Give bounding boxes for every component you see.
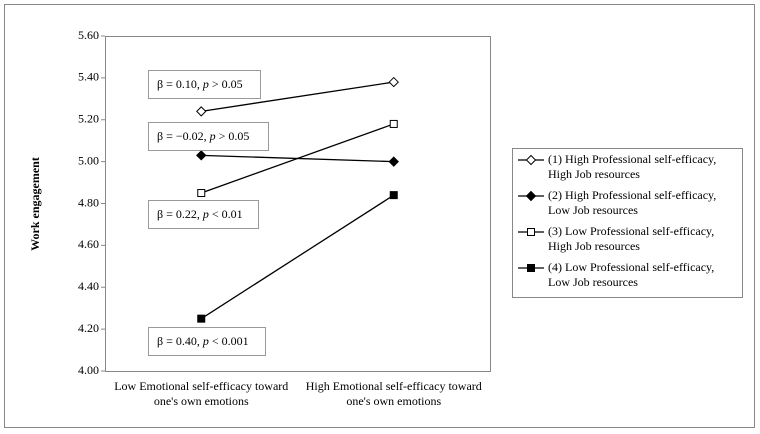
annotation-box xyxy=(148,70,261,99)
x-tick-label: Low Emotional self-efficacy toward one's… xyxy=(114,379,289,408)
marker xyxy=(525,190,537,202)
legend-box xyxy=(512,148,743,298)
legend-label: (1) High Professional self-efficacy, Hig… xyxy=(548,152,717,181)
y-tick-label: 5.60 xyxy=(78,28,99,42)
legend-marker xyxy=(525,190,537,202)
y-tick-label: 4.80 xyxy=(78,195,99,209)
annotation: β = −0.02, p > 0.05 xyxy=(157,129,249,143)
annotation-part: β = 0.10, xyxy=(157,77,203,91)
legend-marker xyxy=(525,154,537,166)
marker xyxy=(196,106,207,117)
legend-label: (3) Low Professional self-efficacy, High… xyxy=(548,224,715,253)
annotation-part: p xyxy=(202,77,209,91)
legend-marker xyxy=(527,264,535,272)
annotation-box xyxy=(148,200,259,229)
legend-label: (4) Low Professional self-efficacy, Low … xyxy=(548,260,715,289)
marker xyxy=(527,228,535,236)
annotation: β = 0.40, p < 0.001 xyxy=(157,334,249,348)
marker xyxy=(389,191,398,200)
legend-label: (2) High Professional self-efficacy, Low… xyxy=(548,188,717,217)
marker xyxy=(197,314,206,323)
annotation: β = 0.10, p > 0.05 xyxy=(157,77,243,91)
annotation-part: p xyxy=(209,129,216,143)
x-tick-label: High Emotional self-efficacy toward one'… xyxy=(305,379,482,408)
marker xyxy=(388,76,399,88)
legend-marker xyxy=(527,228,535,236)
annotation: β = 0.22, p < 0.01 xyxy=(157,207,243,221)
annotation-part: p xyxy=(202,207,209,221)
marker xyxy=(389,119,398,128)
series-line xyxy=(201,123,394,194)
marker xyxy=(196,150,207,161)
annotation-box xyxy=(148,327,266,356)
annotation-part: > 0.05 xyxy=(209,77,243,91)
series-line xyxy=(200,194,395,320)
annotation-part: β = 0.22, xyxy=(157,207,203,221)
annotation-box xyxy=(148,122,269,151)
y-tick-label: 4.00 xyxy=(78,363,99,377)
plot-area xyxy=(105,36,491,372)
annotation-part: β = 0.40, xyxy=(157,334,203,348)
marker xyxy=(197,189,206,198)
y-tick-label: 4.20 xyxy=(78,321,99,335)
annotation-part: < 0.01 xyxy=(209,207,243,221)
y-tick-label: 4.40 xyxy=(78,279,99,293)
marker xyxy=(527,264,535,272)
y-tick-label: 5.00 xyxy=(78,153,99,167)
y-tick-label: 5.40 xyxy=(78,70,99,84)
annotation-part: < 0.001 xyxy=(209,334,249,348)
y-axis-title: Work engagement xyxy=(28,157,42,251)
annotation-part: > 0.05 xyxy=(216,129,250,143)
marker xyxy=(525,154,537,166)
annotation-part: β = −0.02, xyxy=(157,129,210,143)
annotation-part: p xyxy=(202,334,209,348)
series-line xyxy=(201,81,394,113)
marker xyxy=(388,156,399,167)
y-tick-label: 4.60 xyxy=(78,237,99,251)
y-tick-label: 5.20 xyxy=(78,112,99,126)
